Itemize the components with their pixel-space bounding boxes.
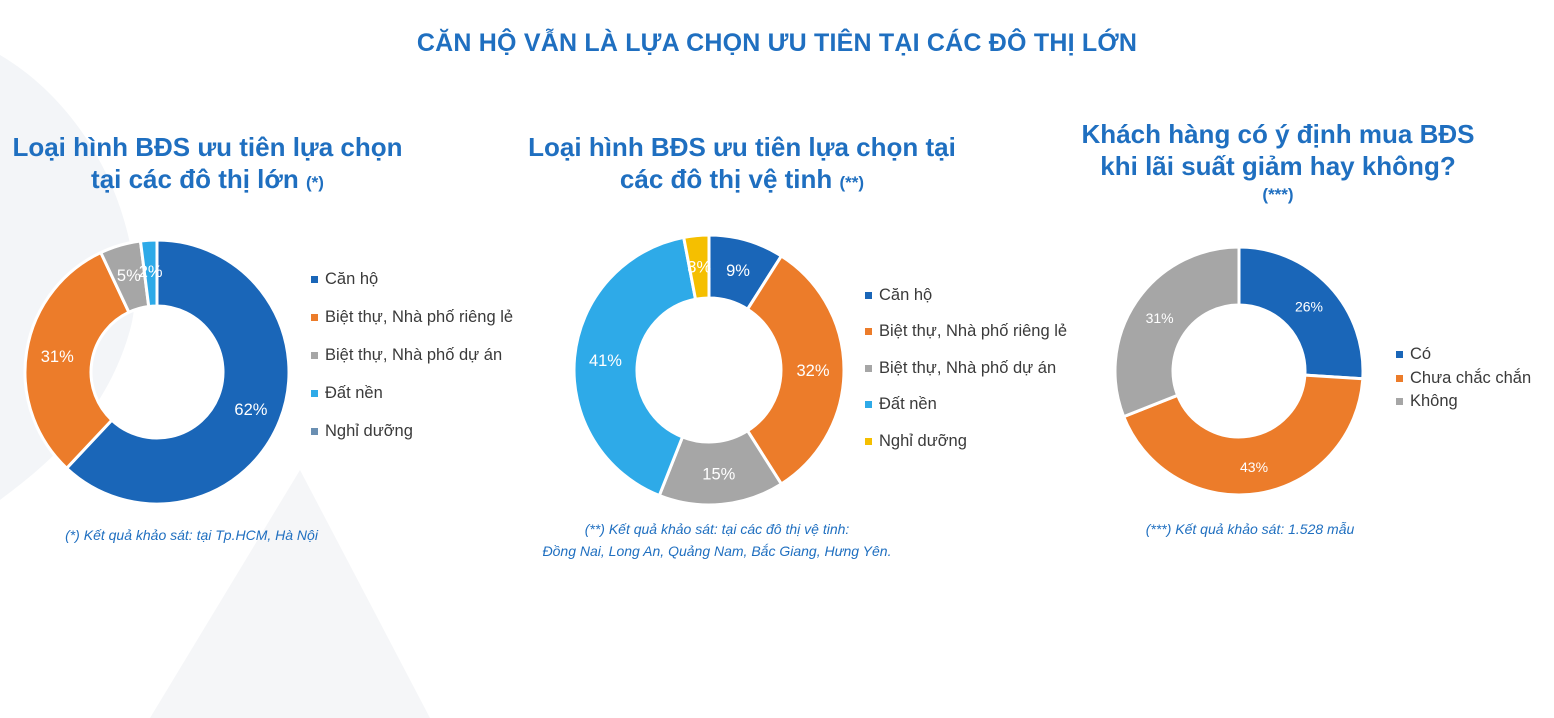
legend-item: Chưa chắc chắn (1396, 367, 1531, 391)
legend-swatch (865, 328, 872, 336)
chart-2-footnote: (**) Kết quả khảo sát: tại các đô thị vệ… (480, 518, 954, 562)
chart-1-title: Loại hình BĐS ưu tiên lựa chọn tại các đ… (0, 131, 415, 199)
donut-slice-1 (1237, 245, 1365, 381)
chart-2-title-line-1: Loại hình BĐS ưu tiên lựa chọn tại (528, 132, 956, 162)
legend-swatch (865, 364, 872, 372)
donut-slice-2 (23, 250, 131, 471)
legend-swatch (311, 389, 318, 397)
chart-3-title-line-2: khi lãi suất giảm hay không? (1100, 151, 1456, 181)
legend-swatch (1396, 374, 1403, 382)
legend-item: Biệt thự, Nhà phố riêng lẻ (311, 298, 513, 336)
donut-slice-3 (1113, 245, 1241, 419)
legend-item: Nghỉ dưỡng (311, 412, 513, 450)
data-label-4: 41% (589, 352, 622, 370)
donut-slice-1 (64, 238, 291, 506)
data-label-3: 31% (1146, 310, 1174, 326)
data-label-3: 15% (702, 466, 735, 484)
data-label-2: 43% (1240, 459, 1268, 475)
chart-1-footnote-line-1: (*) Kết quả khảo sát: tại Tp.HCM, Hà Nội (65, 527, 318, 543)
donut-slice-4 (572, 235, 698, 498)
legend-item: Căn hộ (865, 277, 1067, 314)
legend-swatch (865, 291, 872, 299)
legend-swatch (311, 351, 318, 359)
legend-swatch (1396, 398, 1403, 406)
legend-item: Biệt thự, Nhà phố dự án (311, 336, 513, 374)
chart-1-legend: Căn hộ Biệt thự, Nhà phố riêng lẻ Biệt thự… (311, 260, 513, 450)
data-label-2: 31% (41, 348, 74, 366)
data-label-5: 3% (687, 258, 711, 276)
chart-1-title-line-2: tại các đô thị lớn (*) (0, 163, 415, 199)
chart-1-footnote: (*) Kết quả khảo sát: tại Tp.HCM, Hà Nội (0, 524, 383, 546)
data-label-4: 2% (139, 263, 163, 281)
data-label-1: 9% (726, 262, 750, 280)
legend-item: Nghỉ dưỡng (865, 423, 1067, 460)
legend-swatch (865, 437, 872, 445)
legend-item: Có (1396, 343, 1531, 367)
chart-1-title-line-2-text: tại các đô thị lớn (91, 164, 299, 194)
donut-slice-5 (681, 233, 711, 302)
legend-label: Đất nền (325, 383, 383, 402)
chart-2-title: Loại hình BĐS ưu tiên lựa chọn tại các đ… (487, 131, 997, 199)
chart-3-legend: Có Chưa chắc chắn Không (1396, 343, 1531, 414)
legend-label: Biệt thự, Nhà phố riêng lẻ (879, 322, 1068, 341)
legend-label: Nghỉ dưỡng (325, 421, 413, 440)
legend-label: Đất nền (879, 395, 937, 414)
legend-label: Chưa chắc chắn (1410, 368, 1532, 387)
chart-3-title-line-1: Khách hàng có ý định mua BĐS (1081, 119, 1475, 149)
chart-3-title-note: (***) (1262, 185, 1294, 204)
legend-label: Căn hộ (325, 269, 379, 288)
chart-3-footnote-line-1: (***) Kết quả khảo sát: 1.528 mẫu (1145, 521, 1355, 537)
chart-2-title-note: (**) (839, 173, 865, 192)
legend-label: Biệt thự, Nhà phố riêng lẻ (325, 307, 514, 326)
data-label-2: 32% (796, 362, 829, 380)
chart-2-title-line-2: các đô thị vệ tinh (**) (487, 163, 997, 199)
chart-3-footnote: (***) Kết quả khảo sát: 1.528 mẫu (1090, 518, 1410, 540)
chart-1-title-note: (*) (306, 173, 324, 192)
legend-label: Biệt thự, Nhà phố dự án (325, 345, 503, 364)
donut-slice-2 (745, 253, 846, 487)
legend-label: Có (1410, 345, 1432, 364)
donut-slice-4 (138, 238, 159, 309)
legend-swatch (865, 401, 872, 409)
legend-item: Căn hộ (311, 260, 513, 298)
legend-item: Biệt thự, Nhà phố dự án (865, 350, 1067, 387)
legend-item: Đất nền (865, 387, 1067, 424)
legend-swatch (311, 427, 318, 435)
data-label-1: 26% (1295, 298, 1323, 314)
legend-item: Đất nền (311, 374, 513, 412)
legend-swatch (1396, 351, 1403, 359)
chart-2-legend: Căn hộ Biệt thự, Nhà phố riêng lẻ Biệt thự… (865, 277, 1067, 460)
legend-swatch (311, 275, 318, 283)
legend-label: Không (1410, 392, 1458, 411)
chart-2-title-line-2-text: các đô thị vệ tinh (619, 164, 833, 194)
chart-2-footnote-line-2: Đồng Nai, Long An, Quảng Nam, Bắc Giang,… (542, 543, 892, 559)
legend-item: Không (1396, 390, 1531, 414)
legend-label: Căn hộ (879, 285, 933, 304)
data-label-1: 62% (234, 401, 267, 419)
legend-label: Biệt thự, Nhà phố dự án (879, 358, 1057, 377)
legend-label: Nghỉ dưỡng (879, 431, 967, 450)
legend-swatch (311, 313, 318, 321)
chart-1-title-line-1: Loại hình BĐS ưu tiên lựa chọn (12, 132, 403, 162)
legend-item: Biệt thự, Nhà phố riêng lẻ (865, 314, 1067, 351)
page-title: CĂN HỘ VẪN LÀ LỰA CHỌN ƯU TIÊN TẠI CÁC Đ… (416, 29, 1138, 57)
chart-2-footnote-line-1: (**) Kết quả khảo sát: tại các đô thị vệ… (584, 521, 850, 537)
chart-3-title: Khách hàng có ý định mua BĐS khi lãi suấ… (1048, 118, 1508, 208)
data-label-3: 5% (117, 267, 141, 285)
donut-slice-2 (1121, 373, 1365, 497)
